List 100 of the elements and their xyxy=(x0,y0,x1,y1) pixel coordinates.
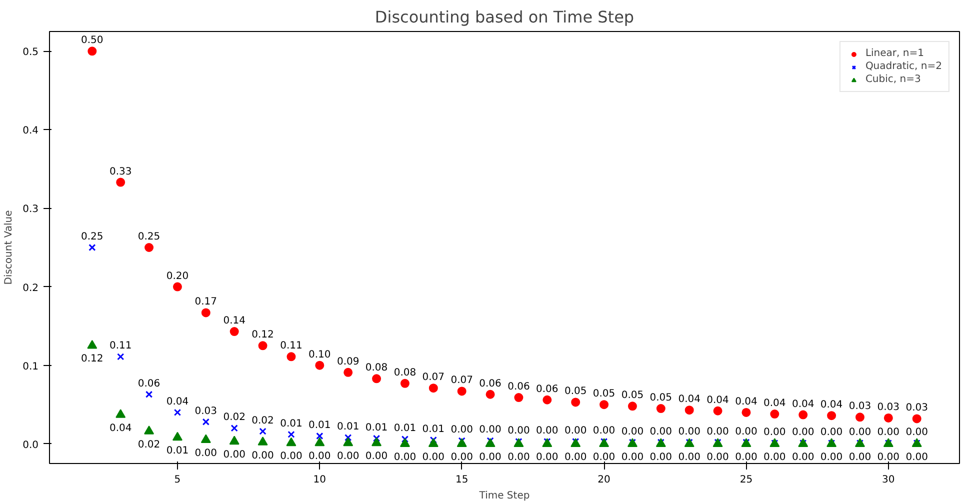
data-label: 0.00 xyxy=(308,451,331,462)
data-label: 0.00 xyxy=(877,452,900,463)
data-label: 0.06 xyxy=(138,378,160,390)
data-label: 0.03 xyxy=(877,402,900,413)
data-label: 0.00 xyxy=(820,452,843,463)
data-label: 0.11 xyxy=(280,340,302,352)
data-label: 0.01 xyxy=(422,424,445,435)
data-label: 0.07 xyxy=(422,372,445,384)
data-label: 0.00 xyxy=(792,452,814,463)
data-label: 0.14 xyxy=(223,316,246,327)
data-label: 0.00 xyxy=(394,452,416,463)
data-label: 0.00 xyxy=(735,452,758,463)
data-label: 0.00 xyxy=(621,452,644,463)
y-tick-label: 0.2 xyxy=(22,282,39,294)
data-label: 0.00 xyxy=(508,452,530,463)
data-label: 0.12 xyxy=(81,354,104,365)
data-label: 0.00 xyxy=(906,427,928,438)
data-label: 0.00 xyxy=(564,452,587,463)
data-label: 0.00 xyxy=(422,452,445,463)
data-label: 0.00 xyxy=(706,452,729,463)
data-label: 0.00 xyxy=(336,451,360,462)
data-label: 0.04 xyxy=(166,396,189,408)
data-label: 0.02 xyxy=(252,415,274,426)
x-tick-label: 5 xyxy=(174,474,181,486)
data-label: 0.00 xyxy=(194,448,218,459)
data-label: 0.04 xyxy=(764,398,786,410)
data-label: 0.01 xyxy=(308,420,331,432)
data-label: 0.00 xyxy=(223,450,246,461)
data-label: 0.00 xyxy=(678,426,700,438)
data-label: 0.12 xyxy=(252,330,274,341)
data-label: 0.00 xyxy=(536,452,558,463)
data-label: 0.50 xyxy=(81,35,104,46)
data-label: 0.00 xyxy=(735,426,758,438)
data-label: 0.00 xyxy=(848,427,872,438)
data-label: 0.04 xyxy=(109,422,132,434)
data-label: 0.03 xyxy=(848,401,872,412)
y-tick-label: 0.5 xyxy=(22,47,39,58)
data-label: 0.02 xyxy=(223,412,246,424)
data-label: 0.11 xyxy=(109,340,132,352)
chart-title: Discounting based on Time Step xyxy=(374,8,634,26)
x-tick-label: 25 xyxy=(740,474,753,486)
data-label: 0.01 xyxy=(394,423,416,434)
data-label: 0.00 xyxy=(365,451,388,462)
data-label: 0.04 xyxy=(792,398,814,410)
data-label: 0.04 xyxy=(678,394,700,406)
x-tick-label: 20 xyxy=(598,474,610,486)
data-label: 0.03 xyxy=(194,406,218,417)
y-tick-label: 0.3 xyxy=(22,204,39,216)
legend-label: Linear, n=1 xyxy=(865,48,924,59)
data-label: 0.04 xyxy=(820,400,843,411)
legend-label: Cubic, n=3 xyxy=(865,74,921,85)
data-label: 0.00 xyxy=(764,427,786,438)
data-label: 0.00 xyxy=(906,452,928,463)
data-label: 0.00 xyxy=(678,452,700,463)
data-label: 0.00 xyxy=(792,427,814,438)
data-label: 0.06 xyxy=(479,378,502,390)
data-label: 0.06 xyxy=(508,382,530,393)
data-label: 0.00 xyxy=(508,426,530,437)
data-label: 0.07 xyxy=(450,375,473,386)
data-label: 0.00 xyxy=(252,450,274,462)
data-label: 0.17 xyxy=(194,296,218,308)
data-label: 0.08 xyxy=(365,362,388,374)
data-label: 0.00 xyxy=(877,427,900,438)
data-label: 0.00 xyxy=(848,452,872,463)
x-tick-label: 15 xyxy=(455,474,468,486)
data-label: 0.00 xyxy=(280,451,302,462)
data-label: 0.01 xyxy=(365,422,388,434)
data-label: 0.00 xyxy=(564,426,587,437)
y-tick-label: 0.0 xyxy=(22,440,39,451)
y-tick-label: 0.4 xyxy=(22,126,39,137)
data-label: 0.01 xyxy=(280,418,302,430)
data-label: 0.00 xyxy=(621,426,644,438)
x-tick-label: 30 xyxy=(882,474,895,486)
x-tick-label: 10 xyxy=(313,474,326,486)
data-label: 0.01 xyxy=(166,446,189,457)
data-label: 0.05 xyxy=(592,388,616,400)
data-label: 0.03 xyxy=(906,402,928,414)
data-label: 0.09 xyxy=(336,356,360,368)
data-label: 0.08 xyxy=(394,367,416,378)
data-label: 0.10 xyxy=(308,349,331,360)
data-label: 0.00 xyxy=(650,426,672,438)
y-tick-label: 0.1 xyxy=(22,361,39,372)
data-label: 0.02 xyxy=(138,439,160,450)
data-label: 0.05 xyxy=(650,392,672,404)
data-label: 0.00 xyxy=(592,452,616,463)
data-label: 0.25 xyxy=(138,232,160,242)
data-label: 0.00 xyxy=(592,426,616,437)
data-label: 0.25 xyxy=(81,232,104,242)
data-label: 0.04 xyxy=(706,394,729,406)
data-label: 0.33 xyxy=(109,166,132,178)
data-label: 0.06 xyxy=(536,384,558,395)
data-label: 0.20 xyxy=(166,270,189,282)
data-label: 0.00 xyxy=(820,427,843,438)
data-label: 0.00 xyxy=(450,452,473,463)
legend-label: Quadratic, n=2 xyxy=(865,61,942,72)
data-label: 0.00 xyxy=(706,426,729,438)
data-label: 0.05 xyxy=(621,390,644,402)
x-axis-title: Time Step xyxy=(478,490,530,502)
data-label: 0.00 xyxy=(479,452,502,463)
y-axis-title: Discount Value xyxy=(4,210,15,285)
